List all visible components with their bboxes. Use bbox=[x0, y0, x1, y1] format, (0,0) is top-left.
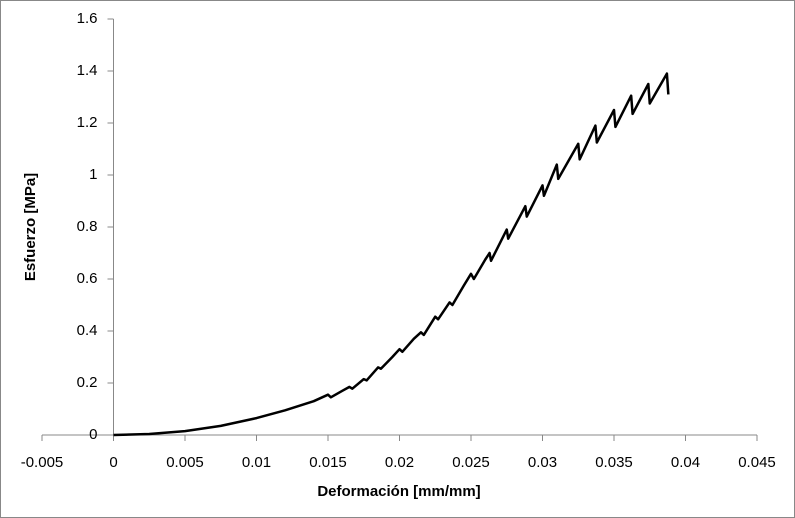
data-line bbox=[113, 72, 670, 437]
y-tick-label: 1.2 bbox=[77, 114, 98, 131]
x-tick-label: 0.015 bbox=[309, 454, 347, 471]
x-tick-label: 0.035 bbox=[595, 454, 633, 471]
y-axis-label: Esfuerzo [MPa] bbox=[22, 173, 39, 281]
y-tick-label: 0.8 bbox=[77, 218, 98, 235]
y-tick-label: 0.6 bbox=[77, 270, 98, 287]
y-tick-label: 1.6 bbox=[77, 10, 98, 27]
x-tick-label: 0.04 bbox=[671, 454, 700, 471]
y-tick-label: 1 bbox=[89, 166, 97, 183]
y-tick-label: 0.2 bbox=[77, 374, 98, 391]
x-tick-label: -0.005 bbox=[21, 454, 64, 471]
x-axis-label: Deformación [mm/mm] bbox=[317, 483, 480, 500]
x-tick-label: 0.045 bbox=[738, 454, 776, 471]
x-tick-label: 0.02 bbox=[385, 454, 414, 471]
x-tick-label: 0.03 bbox=[528, 454, 557, 471]
x-tick-label: 0.01 bbox=[242, 454, 271, 471]
x-tick-label: 0.025 bbox=[452, 454, 490, 471]
x-tick-label: 0 bbox=[109, 454, 117, 471]
y-tick-label: 0.4 bbox=[77, 322, 98, 339]
x-tick-label: 0.005 bbox=[166, 454, 204, 471]
y-tick-label: 1.4 bbox=[77, 62, 98, 79]
y-tick-label: 0 bbox=[89, 426, 97, 443]
